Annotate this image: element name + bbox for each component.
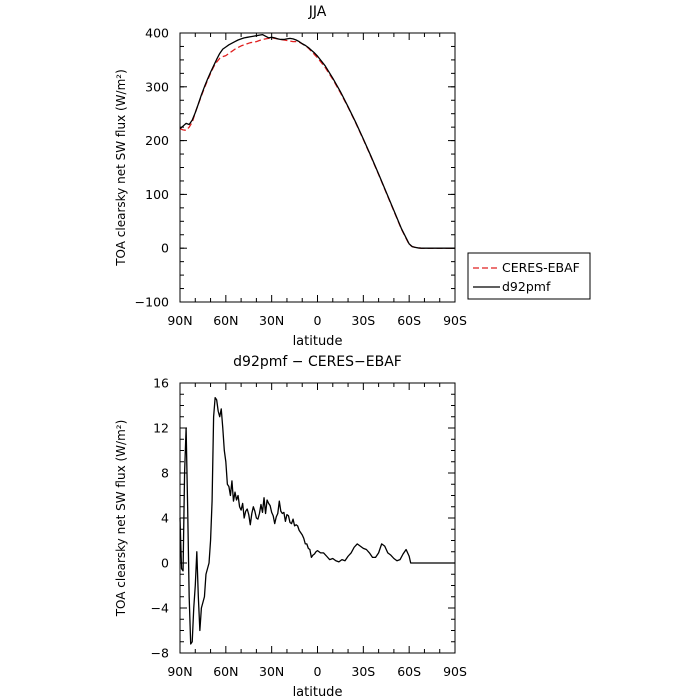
x-tick-label: 30S — [351, 664, 375, 679]
legend-box — [467, 252, 591, 300]
plot-frame — [179, 382, 456, 654]
difference-line — [179, 396, 455, 645]
x-tick-label: 60S — [397, 313, 421, 328]
series-line-d92pmf — [179, 33, 455, 249]
y-tick-label: 8 — [161, 466, 169, 481]
y-tick-label: 200 — [145, 133, 169, 148]
y-tick-label: 0 — [161, 556, 169, 571]
x-axis-label: latitude — [293, 685, 343, 700]
x-tick-label: 90N — [167, 313, 192, 328]
series-line-ceres-ebaf — [179, 37, 455, 249]
x-tick-label: 60S — [397, 664, 421, 679]
legend-label: d92pmf — [502, 279, 551, 294]
chart-title: d92pmf − CERES−EBAF — [233, 354, 402, 370]
y-tick-label: −100 — [135, 295, 169, 310]
y-tick-label: −4 — [151, 601, 169, 616]
x-tick-label: 60N — [213, 313, 238, 328]
x-tick-label: 90S — [443, 664, 467, 679]
y-tick-label: 400 — [145, 26, 169, 41]
legend-label: CERES-EBAF — [502, 260, 580, 275]
plot-frame — [179, 32, 456, 303]
y-tick-label: 4 — [161, 511, 169, 526]
x-tick-label: 0 — [314, 313, 322, 328]
x-axis-label: latitude — [293, 334, 343, 349]
y-tick-label: 100 — [145, 187, 169, 202]
y-axis-label: TOA clearsky net SW flux (W/m²) — [114, 69, 128, 267]
y-tick-label: 0 — [161, 241, 169, 256]
x-tick-label: 0 — [314, 664, 322, 679]
x-tick-label: 60N — [213, 664, 238, 679]
x-tick-label: 30N — [259, 313, 284, 328]
x-tick-label: 30S — [351, 313, 375, 328]
y-tick-label: 12 — [153, 421, 169, 436]
y-tick-label: 300 — [145, 79, 169, 94]
x-tick-label: 30N — [259, 664, 284, 679]
x-tick-label: 90N — [167, 664, 192, 679]
x-tick-label: 90S — [443, 313, 467, 328]
y-axis-label: TOA clearsky net SW flux (W/m²) — [114, 420, 128, 618]
chart-title: JJA — [308, 4, 327, 20]
y-tick-label: −8 — [151, 646, 169, 661]
y-tick-label: 16 — [153, 376, 169, 391]
